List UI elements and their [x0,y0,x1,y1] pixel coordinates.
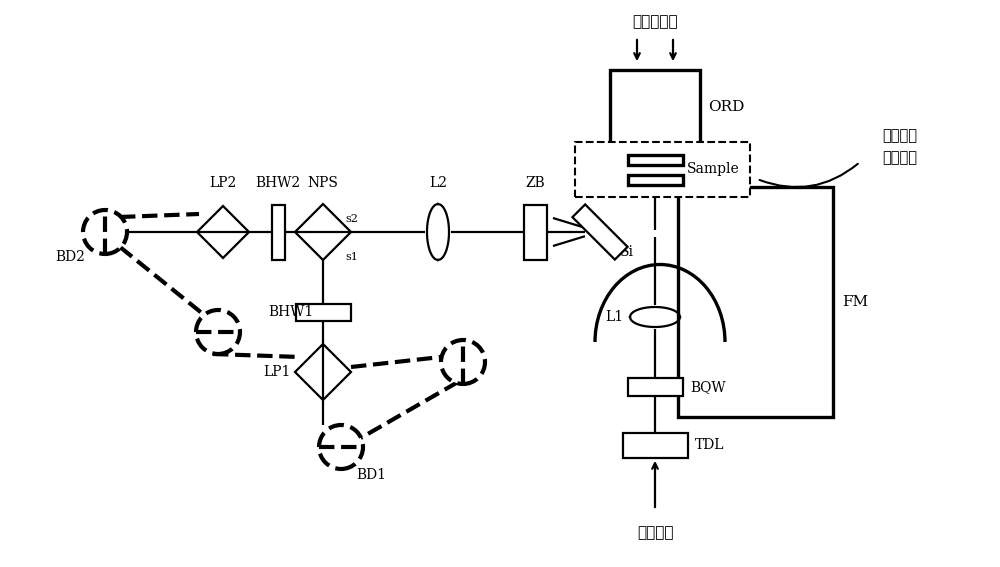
FancyArrowPatch shape [760,164,858,187]
Text: L2: L2 [429,176,447,190]
Circle shape [319,425,363,469]
Bar [678,187,832,417]
Text: BQW: BQW [690,380,726,394]
Text: 太赫茲脈沖: 太赫茲脈沖 [632,15,678,29]
Text: LP1: LP1 [263,365,290,379]
Text: s1: s1 [345,252,358,262]
Text: BD1: BD1 [356,468,386,482]
Bar [628,175,682,184]
Bar [610,70,700,145]
Text: 待測樣本
放置區域: 待測樣本 放置區域 [883,128,918,166]
Bar [296,303,351,320]
Text: BHW2: BHW2 [255,176,301,190]
Text: TDL: TDL [695,438,724,452]
Text: s2: s2 [345,214,358,224]
Polygon shape [295,344,351,400]
Circle shape [83,210,127,254]
Bar [628,154,682,164]
Bar [575,142,750,197]
Bar [572,205,628,260]
Text: LP2: LP2 [209,176,237,190]
Text: ZB: ZB [525,176,545,190]
Text: NPS: NPS [308,176,338,190]
Bar [272,205,285,260]
Bar [524,205,546,260]
Bar [622,433,688,458]
Circle shape [441,340,485,384]
Text: Sample: Sample [687,163,740,176]
Text: ORD: ORD [708,100,744,114]
Text: 探測脈沖: 探測脈沖 [637,525,673,540]
Text: FM: FM [842,295,869,309]
Circle shape [196,310,240,354]
Text: Si: Si [620,245,634,259]
Text: BD2: BD2 [55,250,85,264]
Text: L1: L1 [605,310,623,324]
Polygon shape [197,206,249,258]
Text: BHW1: BHW1 [268,305,313,319]
Bar [628,378,682,396]
Polygon shape [295,204,351,260]
